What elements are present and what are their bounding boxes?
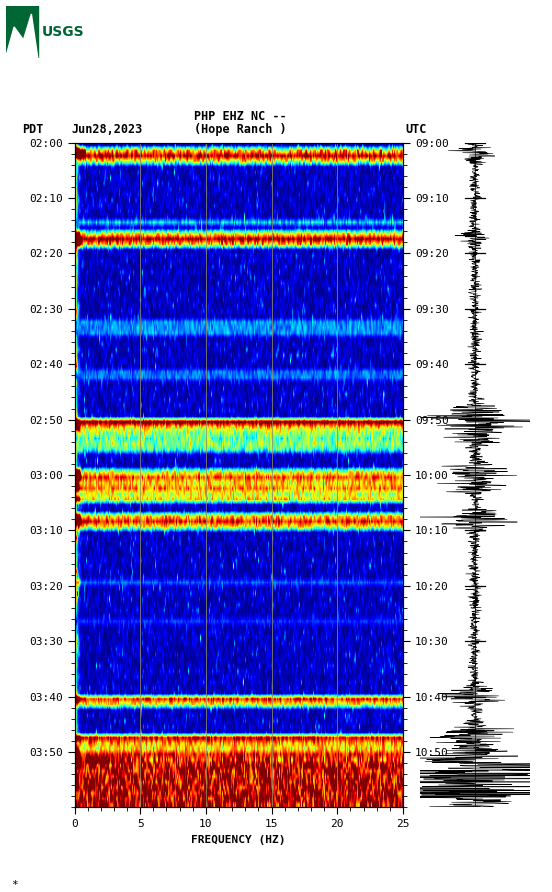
X-axis label: FREQUENCY (HZ): FREQUENCY (HZ) [192, 835, 286, 845]
Bar [6, 6, 38, 58]
Text: *: * [11, 880, 18, 890]
Text: PHP EHZ NC --: PHP EHZ NC -- [194, 110, 286, 123]
Text: PDT: PDT [22, 122, 44, 136]
Text: UTC: UTC [406, 122, 427, 136]
Polygon shape [6, 14, 38, 58]
Text: (Hope Ranch ): (Hope Ranch ) [194, 122, 286, 136]
Text: USGS: USGS [41, 25, 84, 39]
Text: Jun28,2023: Jun28,2023 [72, 122, 143, 136]
